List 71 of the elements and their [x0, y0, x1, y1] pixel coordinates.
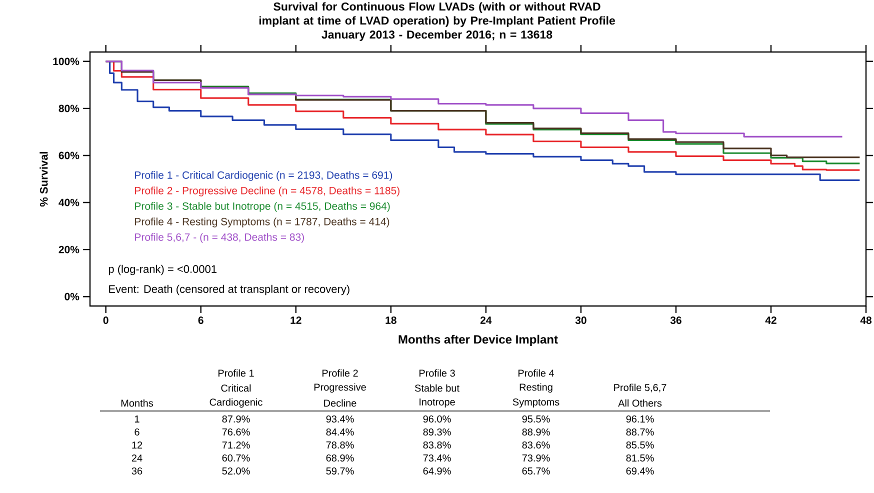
text: 71.2% — [222, 441, 250, 449]
text: 64.9% — [423, 467, 451, 475]
y-tick-label: 80% — [58, 104, 80, 112]
text: 89.3% — [423, 428, 451, 436]
y-tick-label: 60% — [58, 152, 80, 160]
text: 36 — [132, 467, 142, 475]
text: Profile 4 - Resting Symptoms (n = 1787, Deaths = 414) — [135, 218, 390, 228]
text: Profile 5,6,7 - (n = 438, Deaths = 83) — [135, 233, 304, 243]
x-tick-label: 18 — [386, 316, 396, 324]
text: Months — [121, 399, 154, 407]
text: 83.8% — [423, 441, 451, 449]
text: 1 — [134, 416, 140, 422]
text: Inotrope — [420, 398, 455, 408]
text: 88.9% — [522, 428, 550, 436]
text: 24 — [132, 454, 142, 462]
text: 96.1% — [626, 415, 654, 423]
text: Progressive — [314, 383, 366, 393]
text: 52.0% — [222, 467, 250, 475]
text: 83.6% — [522, 441, 550, 449]
x-tick-label: 36 — [670, 316, 682, 324]
x-tick-label: 24 — [480, 316, 492, 324]
text: Resting — [520, 383, 552, 393]
text: Profile 4 — [518, 369, 554, 377]
text: 73.9% — [522, 454, 550, 462]
chart-title: Survival for Continuous Flow LVADs (with or without RVAD implant at time of LVAD operation) by Pre-Implant Patient Profile — [259, 2, 615, 27]
text: 88.7% — [626, 428, 654, 436]
text: 95.5% — [522, 415, 550, 423]
text: Symptoms — [512, 398, 560, 408]
x-tick-label: 42 — [765, 316, 776, 324]
text: Cardiogenic — [210, 398, 262, 408]
text: Profile 2 - Progressive Decline (n = 4578, Deaths = 1185) — [135, 186, 400, 196]
text: Profile 1 - Critical Cardiogenic (n = 2193, Deaths = 691) — [135, 171, 392, 181]
text: 65.7% — [522, 467, 550, 475]
x-tick-label: 6 — [198, 316, 204, 324]
text: 87.9% — [222, 415, 250, 423]
text: 93.4% — [326, 415, 354, 423]
x-tick-label: 30 — [575, 316, 586, 324]
text: 6 — [134, 428, 140, 436]
y-tick-label: 40% — [58, 198, 80, 206]
y-axis-title: % Survival — [40, 152, 48, 207]
text: All Others — [618, 399, 662, 407]
text: Stable but — [414, 384, 460, 392]
annotation: p (log-rank) = <0.0001 — [108, 264, 216, 276]
text: 60.7% — [222, 454, 250, 462]
y-tick-label: 0% — [64, 292, 80, 300]
text: Profile 2 — [322, 369, 358, 377]
text: 85.5% — [626, 441, 654, 449]
text: 69.4% — [626, 467, 654, 475]
x-tick-label: 0 — [103, 316, 108, 324]
text: Profile 3 — [419, 369, 455, 377]
text: Critical — [221, 384, 251, 392]
text: Profile 3 - Stable but Inotrope (n = 4515, Deaths = 964) — [135, 202, 390, 212]
y-tick-label: 100% — [53, 58, 80, 66]
text: 96.0% — [423, 415, 451, 423]
text: Profile 5,6,7 — [614, 384, 666, 392]
y-tick-label: 20% — [58, 246, 80, 254]
text: 78.8% — [326, 441, 354, 449]
text: 81.5% — [626, 454, 654, 462]
text: Profile 1 — [218, 369, 254, 377]
chart-subtitle: January 2013 - December 2016; n = 13618 — [322, 30, 552, 41]
text: 12 — [132, 442, 142, 448]
text: 73.4% — [423, 454, 451, 462]
x-axis-title: Months after Device Implant — [398, 334, 558, 346]
text: 84.4% — [326, 428, 354, 436]
text: 68.9% — [326, 454, 354, 462]
text: 76.6% — [222, 428, 250, 436]
annotation: Event: Death (censored at transplant or recovery) — [109, 284, 350, 296]
text: 59.7% — [326, 467, 354, 475]
text: Decline — [324, 399, 356, 407]
x-tick-label: 12 — [290, 316, 302, 324]
x-tick-label: 48 — [860, 316, 872, 324]
